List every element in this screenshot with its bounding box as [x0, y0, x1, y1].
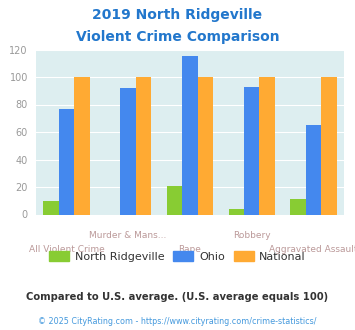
- Bar: [43, 201, 59, 214]
- Bar: [167, 185, 182, 214]
- Text: © 2025 CityRating.com - https://www.cityrating.com/crime-statistics/: © 2025 CityRating.com - https://www.city…: [38, 317, 317, 326]
- Bar: [182, 56, 198, 214]
- Text: Compared to U.S. average. (U.S. average equals 100): Compared to U.S. average. (U.S. average …: [26, 292, 329, 302]
- Text: Rape: Rape: [179, 245, 201, 254]
- Bar: [290, 199, 306, 214]
- Bar: [244, 86, 260, 214]
- Text: Murder & Mans...: Murder & Mans...: [89, 231, 167, 240]
- Text: Violent Crime Comparison: Violent Crime Comparison: [76, 30, 279, 44]
- Bar: [74, 77, 89, 214]
- Text: All Violent Crime: All Violent Crime: [28, 245, 104, 254]
- Legend: North Ridgeville, Ohio, National: North Ridgeville, Ohio, National: [45, 247, 310, 267]
- Bar: [260, 77, 275, 214]
- Bar: [136, 77, 151, 214]
- Bar: [59, 109, 74, 214]
- Bar: [120, 88, 136, 214]
- Text: Robbery: Robbery: [233, 231, 271, 240]
- Bar: [306, 125, 321, 214]
- Bar: [229, 209, 244, 215]
- Bar: [321, 77, 337, 214]
- Text: Aggravated Assault: Aggravated Assault: [269, 245, 355, 254]
- Bar: [198, 77, 213, 214]
- Text: 2019 North Ridgeville: 2019 North Ridgeville: [92, 8, 263, 22]
